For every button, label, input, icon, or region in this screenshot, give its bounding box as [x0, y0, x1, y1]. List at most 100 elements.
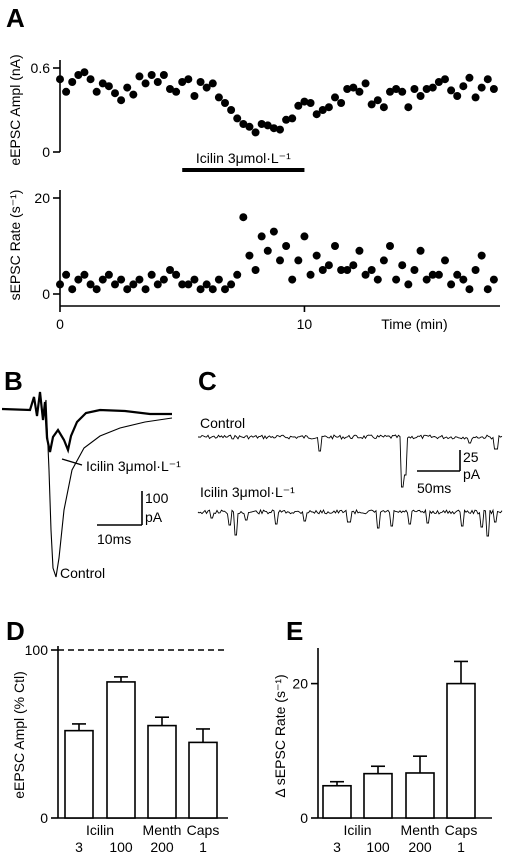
d-group-label: Caps — [187, 822, 220, 838]
sepsc-point — [233, 270, 242, 279]
sepsc-point — [62, 270, 71, 279]
sepsc-point — [324, 261, 333, 270]
e-bar — [446, 682, 476, 819]
evoked-icilin-label: Icilin 3μmol·L⁻¹ — [86, 458, 181, 474]
sepsc-point — [306, 270, 315, 279]
spontaneous-control-label: Control — [200, 415, 245, 431]
eepsc-y-tick-label-top: 0.6 — [31, 60, 51, 76]
eepsc-point — [483, 75, 492, 84]
panel-label-b: B — [4, 366, 23, 396]
eepsc-point — [104, 82, 113, 91]
eepsc-point — [422, 85, 431, 93]
sepsc-point — [355, 246, 364, 255]
e-y-tick-label: 0 — [300, 810, 308, 826]
eepsc-point — [306, 99, 315, 107]
sepsc-point — [227, 280, 236, 289]
c-time-scale-label: 50ms — [417, 480, 451, 496]
sepsc-y-tick-label-zero: 0 — [42, 286, 50, 302]
e-y-axis-label: Δ sEPSC Rate (s⁻¹) — [272, 674, 288, 797]
eepsc-point — [477, 83, 486, 92]
d-bar — [64, 729, 94, 819]
eepsc-point — [392, 85, 401, 93]
eepsc-point — [123, 83, 132, 92]
spontaneous-trace-icilin — [197, 508, 503, 537]
eepsc-point — [343, 85, 352, 93]
sepsc-point — [471, 266, 480, 274]
eepsc-point — [337, 99, 346, 107]
sepsc-point — [147, 270, 156, 279]
c-current-scale-unit: pA — [463, 466, 481, 482]
e-group-label: Caps — [445, 822, 478, 838]
eepsc-point — [349, 83, 358, 92]
sepsc-point — [300, 232, 309, 241]
sepsc-point — [367, 266, 376, 274]
sepsc-point — [208, 285, 217, 294]
eepsc-point — [361, 79, 370, 88]
sepsc-point — [379, 256, 388, 265]
eepsc-point — [111, 89, 119, 98]
eepsc-point — [245, 122, 254, 131]
eepsc-point — [129, 90, 138, 99]
sepsc-point — [257, 232, 266, 241]
sepsc-point — [483, 285, 492, 294]
e-category-label: 100 — [366, 839, 390, 855]
spontaneous-icilin-label: Icilin 3μmol·L⁻¹ — [200, 484, 295, 500]
sepsc-point — [422, 275, 431, 284]
sepsc-point — [349, 261, 358, 270]
d-category-label: 100 — [109, 839, 133, 855]
sepsc-point — [453, 270, 462, 279]
eepsc-point — [251, 128, 260, 137]
eepsc-point — [355, 87, 364, 96]
eepsc-point — [227, 106, 236, 114]
sepsc-point — [434, 270, 443, 279]
d-y-axis-label: eEPSC Ampl (% Ctl) — [11, 671, 27, 799]
eepsc-point — [135, 72, 144, 81]
eepsc-point — [447, 86, 456, 95]
sepsc-point — [56, 280, 64, 289]
eepsc-point — [233, 114, 242, 123]
e-bar — [363, 772, 393, 819]
sepsc-point — [184, 280, 193, 289]
d-group-label: Icilin — [86, 822, 114, 838]
sepsc-point — [447, 280, 456, 289]
sepsc-point — [337, 266, 346, 274]
d-category-label: 1 — [199, 839, 207, 855]
sepsc-point — [392, 275, 401, 284]
eepsc-point — [202, 83, 211, 92]
sepsc-point — [172, 270, 181, 279]
sepsc-point — [312, 251, 321, 260]
eepsc-point — [276, 125, 284, 134]
evoked-trace-icilin — [1, 391, 172, 454]
sepsc-point — [68, 285, 77, 294]
sepsc-point — [80, 270, 89, 279]
sepsc-point — [251, 266, 260, 274]
sepsc-point — [196, 285, 205, 294]
sepsc-point — [104, 270, 113, 279]
b-time-scale-label: 10ms — [97, 531, 131, 547]
eepsc-point — [367, 100, 376, 109]
sepsc-point — [428, 270, 437, 279]
sepsc-point — [245, 251, 254, 260]
eepsc-point — [221, 99, 229, 107]
eepsc-point — [386, 87, 394, 96]
d-category-label: 200 — [150, 839, 174, 855]
sepsc-point — [214, 275, 223, 284]
sepsc-point — [276, 256, 284, 265]
panel-label-a: A — [6, 3, 25, 33]
eepsc-point — [282, 115, 291, 124]
eepsc-point — [465, 73, 474, 82]
eepsc-point — [196, 78, 205, 86]
eepsc-point — [441, 75, 449, 84]
eepsc-point — [190, 92, 199, 100]
spontaneous-trace-control — [198, 434, 503, 488]
e-category-label: 1 — [457, 839, 465, 855]
e-category-label: 3 — [333, 839, 341, 855]
panel-label-e: E — [286, 616, 303, 646]
c-current-scale-value: 25 — [463, 449, 479, 465]
eepsc-point — [288, 114, 297, 123]
eepsc-point — [324, 103, 333, 112]
eepsc-y-axis-label: eEPSC Ampl (nA) — [7, 54, 23, 165]
eepsc-point — [263, 121, 272, 130]
d-bar — [147, 724, 177, 819]
